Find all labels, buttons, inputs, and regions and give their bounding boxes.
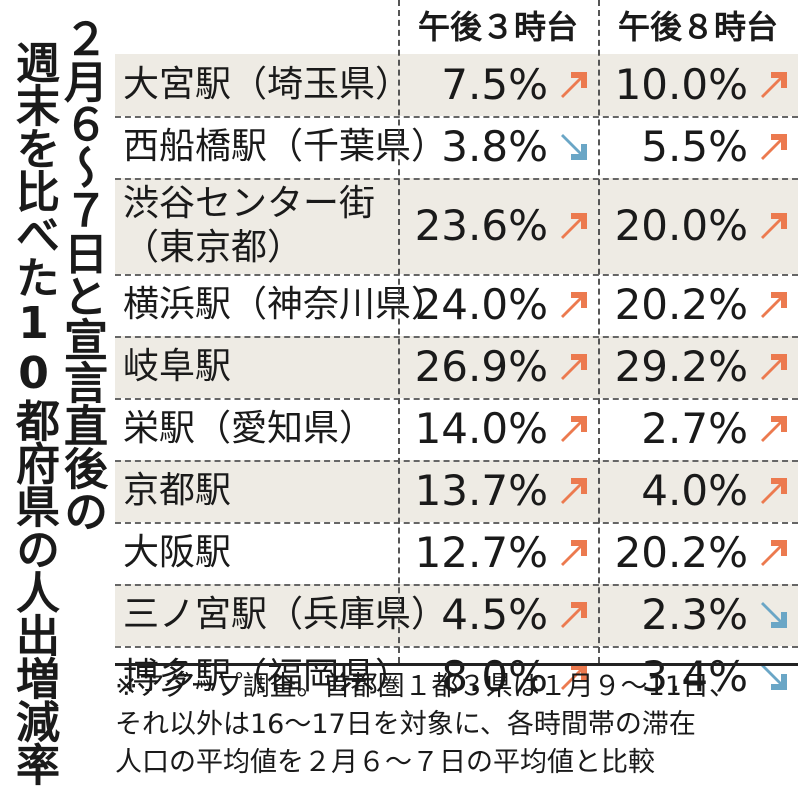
value-8pm: 2.7% — [641, 404, 748, 453]
up-arrow-icon — [757, 474, 791, 508]
up-arrow-icon — [557, 288, 591, 322]
station-name-line: 三ノ宮駅（兵庫県） — [123, 594, 448, 635]
station-name-line: 京都駅 — [123, 470, 232, 511]
up-arrow-icon — [757, 350, 791, 384]
column-divider — [398, 0, 400, 663]
up-arrow-icon — [557, 68, 591, 102]
value-3pm: 4.5% — [441, 590, 548, 639]
row-divider — [115, 116, 798, 118]
up-arrow-icon — [757, 536, 791, 570]
table-row: 大阪駅 12.7% 20.2% — [115, 522, 798, 584]
table-row: 京都駅 13.7% 4.0% — [115, 460, 798, 522]
table-row: 岐阜駅 26.9% 29.2% — [115, 336, 798, 398]
footnote-line-1: ※アグープ調査。首都圏１都３県は１月９～11日、 — [115, 671, 737, 702]
station-name: 横浜駅（神奈川県） — [123, 283, 447, 327]
value-8pm: 20.2% — [614, 528, 748, 577]
station-name-line: 栄駅（愛知県） — [123, 408, 376, 449]
row-divider — [115, 522, 798, 524]
value-8pm: 5.5% — [641, 122, 748, 171]
up-arrow-icon — [557, 350, 591, 384]
station-name-line: 大阪駅 — [123, 532, 232, 573]
down-arrow-icon — [557, 130, 591, 164]
up-arrow-icon — [757, 130, 791, 164]
up-arrow-icon — [757, 209, 791, 243]
value-8pm: 29.2% — [614, 342, 748, 391]
value-8pm: 10.0% — [614, 60, 748, 109]
value-3pm: 26.9% — [414, 342, 548, 391]
value-3pm: 12.7% — [414, 528, 548, 577]
row-divider — [115, 178, 798, 180]
station-name-line: 博多駅（福岡県） — [123, 656, 412, 697]
value-3pm: 7.5% — [441, 60, 548, 109]
header-8pm: 午後８時台 — [617, 8, 778, 46]
up-arrow-icon — [557, 660, 591, 694]
station-name: 大阪駅 — [123, 531, 231, 575]
row-divider — [115, 460, 798, 462]
station-name: 大宮駅（埼玉県） — [123, 63, 411, 107]
footnote-line-2: それ以外は16～17日を対象に、各時間帯の滞在 — [115, 709, 696, 740]
row-divider — [115, 584, 798, 586]
station-name: 栄駅（愛知県） — [123, 407, 375, 451]
table-row: 三ノ宮駅（兵庫県） 4.5% 2.3% — [115, 584, 798, 646]
value-8pm: 20.2% — [614, 280, 748, 329]
header-3pm: 午後３時台 — [417, 8, 578, 46]
station-name-line: 渋谷センター街 — [123, 183, 376, 224]
value-8pm: 3.4% — [641, 652, 748, 701]
vertical-title: ２月６～７日と宣言直後の 週末を比べた10都府県の人出増減率 — [8, 16, 107, 786]
row-divider — [115, 398, 798, 400]
table-row: 渋谷センター街 （東京都） 23.6% 20.0% — [115, 178, 798, 274]
station-name: 京都駅 — [123, 469, 231, 513]
station-name-line: 横浜駅（神奈川県） — [123, 284, 448, 325]
value-3pm: 23.6% — [414, 201, 548, 250]
value-3pm: 14.0% — [414, 404, 548, 453]
up-arrow-icon — [757, 68, 791, 102]
value-8pm: 20.0% — [614, 201, 748, 250]
station-name: 渋谷センター街 （東京都） — [123, 182, 375, 270]
station-name-line: 大宮駅（埼玉県） — [123, 64, 412, 105]
station-name: 西船橋駅（千葉県） — [123, 125, 447, 169]
value-8pm: 2.3% — [641, 590, 748, 639]
up-arrow-icon — [557, 209, 591, 243]
station-name-line: 岐阜駅 — [123, 346, 232, 387]
down-arrow-icon — [757, 598, 791, 632]
station-name-line: （東京都） — [123, 227, 304, 268]
value-3pm: 24.0% — [414, 280, 548, 329]
table-row: 博多駅（福岡県） 8.0% 3.4% — [115, 646, 798, 708]
station-name: 博多駅（福岡県） — [123, 655, 411, 699]
up-arrow-icon — [757, 412, 791, 446]
column-divider — [598, 0, 600, 663]
table-row: 大宮駅（埼玉県） 7.5% 10.0% — [115, 54, 798, 116]
up-arrow-icon — [557, 474, 591, 508]
up-arrow-icon — [757, 288, 791, 322]
table-bottom-rule — [115, 663, 798, 666]
row-divider — [115, 646, 798, 648]
up-arrow-icon — [557, 412, 591, 446]
row-divider — [115, 274, 798, 276]
station-name: 三ノ宮駅（兵庫県） — [123, 593, 447, 637]
table-row: 西船橋駅（千葉県） 3.8% 5.5% — [115, 116, 798, 178]
station-name-line: 西船橋駅（千葉県） — [123, 126, 448, 167]
table-row: 栄駅（愛知県） 14.0% 2.7% — [115, 398, 798, 460]
value-8pm: 4.0% — [641, 466, 748, 515]
value-3pm: 13.7% — [414, 466, 548, 515]
table-row: 横浜駅（神奈川県） 24.0% 20.2% — [115, 274, 798, 336]
title-line-2: 週末を比べた10都府県の人出増減率 — [8, 40, 59, 785]
up-arrow-icon — [557, 598, 591, 632]
value-3pm: 8.0% — [441, 652, 548, 701]
footnote: ※アグープ調査。首都圏１都３県は１月９～11日、 それ以外は16～17日を対象に… — [115, 668, 795, 782]
station-name: 岐阜駅 — [123, 345, 231, 389]
footnote-line-3: 人口の平均値を２月６～７日の平均値と比較 — [115, 747, 655, 778]
value-3pm: 3.8% — [441, 122, 548, 171]
down-arrow-icon — [757, 660, 791, 694]
title-line-1: ２月６～７日と宣言直後の — [56, 16, 107, 532]
row-divider — [115, 336, 798, 338]
up-arrow-icon — [557, 536, 591, 570]
